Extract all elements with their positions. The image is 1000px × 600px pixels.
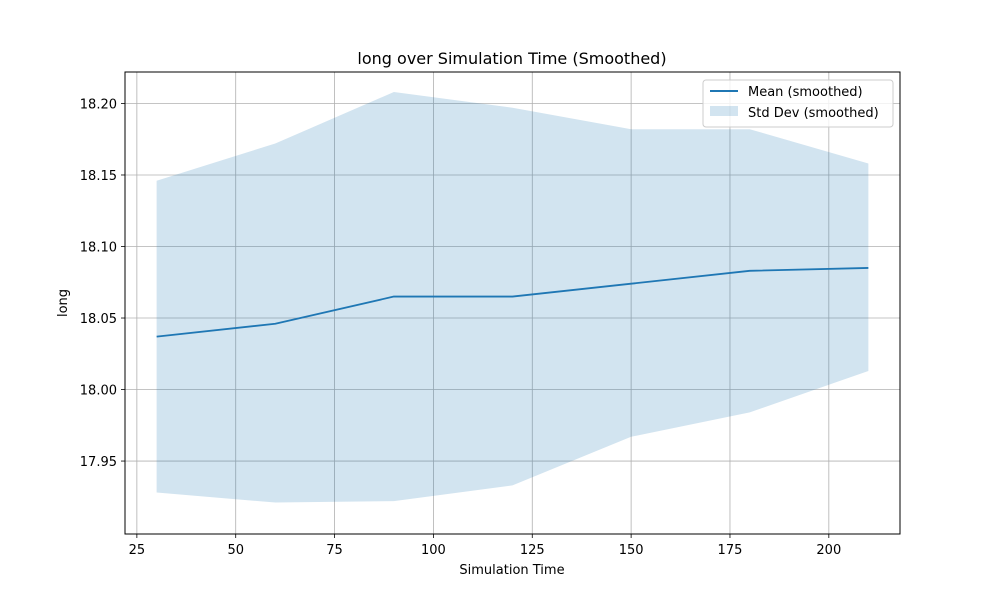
y-tick-label: 17.95 bbox=[80, 455, 117, 470]
plot-frame bbox=[124, 71, 901, 535]
x-axis-ticks: 25 50 75 100 125 150 175 200 bbox=[129, 534, 841, 558]
grid bbox=[125, 72, 900, 534]
y-tick-label: 18.15 bbox=[80, 169, 117, 184]
x-tick-label: 150 bbox=[619, 543, 644, 558]
x-tick-label: 200 bbox=[816, 543, 841, 558]
x-tick-label: 100 bbox=[421, 543, 446, 558]
x-axis-title: Simulation Time bbox=[459, 563, 564, 578]
y-tick-label: 18.00 bbox=[80, 384, 117, 399]
mean-line bbox=[156, 267, 869, 338]
chart-title: long over Simulation Time (Smoothed) bbox=[357, 49, 666, 68]
legend-mean-label: Mean (smoothed) bbox=[748, 85, 863, 100]
x-tick-label: 25 bbox=[129, 543, 146, 558]
y-tick-label: 18.20 bbox=[80, 97, 117, 112]
legend-std-dev-swatch bbox=[710, 106, 738, 116]
y-axis-title: long bbox=[56, 289, 71, 317]
y-tick-label: 18.10 bbox=[80, 241, 117, 256]
x-tick-label: 175 bbox=[718, 543, 743, 558]
x-tick-label: 125 bbox=[520, 543, 545, 558]
mean-line-layer bbox=[156, 267, 869, 338]
x-tick-label: 75 bbox=[326, 543, 343, 558]
legend: Mean (smoothed) Std Dev (smoothed) bbox=[702, 79, 894, 128]
x-tick-label: 50 bbox=[227, 543, 244, 558]
y-axis-ticks: 17.95 18.00 18.05 18.10 18.15 18.20 bbox=[80, 97, 125, 470]
legend-std-dev-label: Std Dev (smoothed) bbox=[748, 106, 879, 121]
legend-box bbox=[702, 79, 894, 128]
y-tick-label: 18.05 bbox=[80, 312, 117, 327]
